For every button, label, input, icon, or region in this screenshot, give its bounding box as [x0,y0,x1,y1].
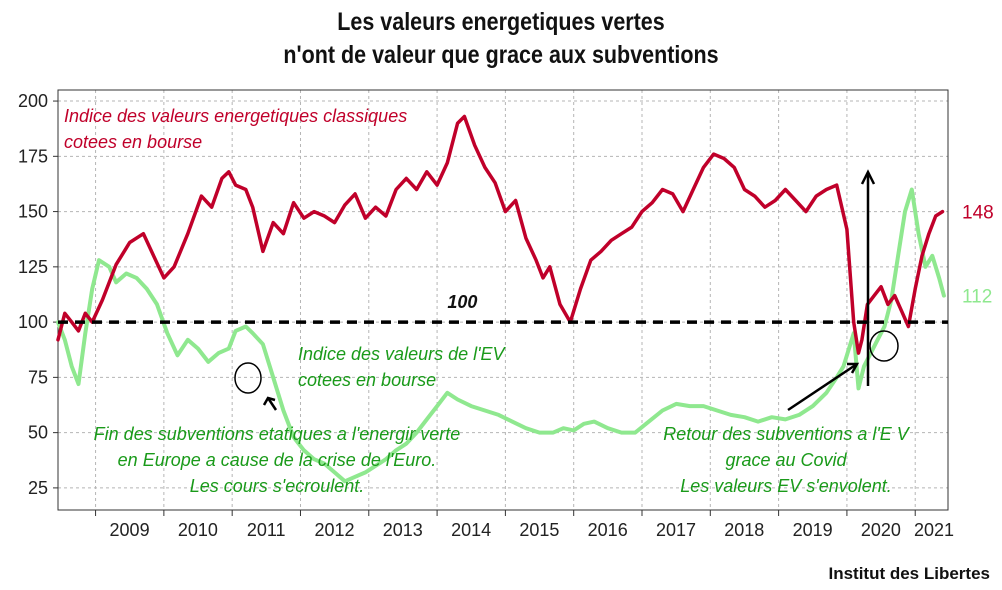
y-tick-label-2: 75 [28,367,48,387]
source-credit: Institut des Libertes [828,564,990,583]
classic-series-label-line-1: Indice des valeurs energetiques classiqu… [64,106,407,126]
y-tick-label-5: 150 [18,202,48,222]
x-tick-label-10: 2019 [793,520,833,540]
x-tick-label-5: 2014 [451,520,491,540]
chart-title-line-1: Les valeurs energetiques vertes [337,8,665,36]
x-tick-label-1: 2010 [178,520,218,540]
right-highlight-circle [869,330,899,362]
y-tick-label-1: 50 [28,423,48,443]
x-tick-label-4: 2013 [383,520,423,540]
ev-series-line [56,187,946,484]
y-tick-label-4: 125 [18,257,48,277]
y-tick-label-0: 25 [28,478,48,498]
ev-series-label-line-2: cotees en bourse [298,370,436,390]
chart-title: Les valeurs energetiques vertes n'ont de… [70,6,932,72]
x-tick-label-6: 2015 [519,520,559,540]
x-tick-label-11: 2020 [861,520,901,540]
x-tick-label-3: 2012 [314,520,354,540]
left-note-line-2: en Europe a cause de la crise de l'Euro. [118,450,437,470]
x-tick-label-0: 2009 [110,520,150,540]
reference-line-label: 100 [447,292,477,312]
right-note-line-3: Les valeurs EV s'envolent. [680,476,892,496]
classic-series-label-line-2: cotees en bourse [64,132,202,152]
x-tick-label-2: 2011 [247,520,286,540]
left-note-line-1: Fin des subventions etatiques a l'energi… [94,424,461,444]
left-highlight-circle [234,362,262,394]
x-axis: 2009 2010 2011 2012 2013 2014 2015 2016 2017 2018… [95,510,954,540]
classic-series-line [56,114,945,355]
y-tick-label-6: 175 [18,146,48,166]
x-tick-label-12: 2021 [914,520,954,540]
ev-series-label-line-1: Indice des valeurs de l'EV [298,344,507,364]
series-layer [56,114,946,484]
right-arrow-diagonal [787,362,860,412]
right-note-line-2: grace au Covid [725,450,847,470]
classic-end-value-label: 148 [962,203,994,224]
y-tick-label-3: 100 [18,312,48,332]
x-tick-label-7: 2016 [588,520,628,540]
left-arrow [262,396,278,411]
x-tick-label-9: 2018 [724,520,764,540]
grid-lines [58,90,948,510]
right-note-line-1: Retour des subventions a l'E V [663,424,911,444]
plot-frame [57,89,949,511]
ev-end-value-label: 112 [962,287,992,308]
x-tick-label-8: 2017 [656,520,696,540]
y-tick-label-7: 200 [18,91,48,111]
chart-title-line-2: n'ont de valeur que grace aux subvention… [283,41,719,69]
left-note-line-3: Les cours s'ecroulent. [190,476,365,496]
annotations: Indice des valeurs energetiques classiqu… [64,106,911,496]
right-arrow-vertical [860,169,876,386]
y-axis: 25 50 75 100 125 150 175 200 [18,91,58,498]
